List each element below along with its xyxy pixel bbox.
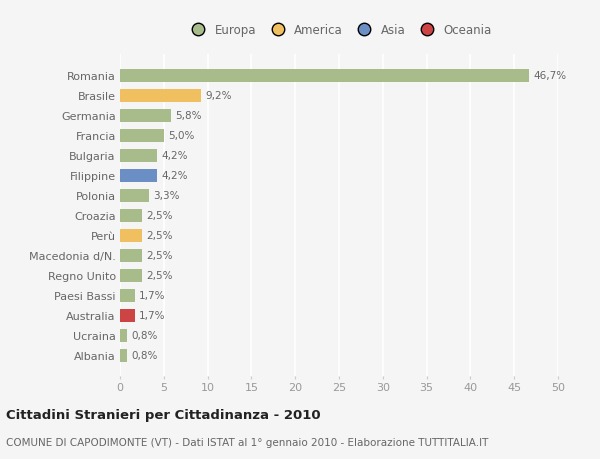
Text: 4,2%: 4,2% (161, 171, 188, 181)
Bar (120, 209, 142, 222)
Text: 5,0%: 5,0% (168, 131, 194, 141)
Text: 2,5%: 2,5% (146, 211, 173, 221)
Text: COMUNE DI CAPODIMONTE (VT) - Dati ISTAT al 1° gennaio 2010 - Elaborazione TUTTIT: COMUNE DI CAPODIMONTE (VT) - Dati ISTAT … (6, 437, 488, 447)
Bar (120, 150, 157, 162)
Text: 9,2%: 9,2% (205, 91, 232, 101)
Text: Cittadini Stranieri per Cittadinanza - 2010: Cittadini Stranieri per Cittadinanza - 2… (6, 408, 320, 421)
Bar (120, 309, 135, 322)
Legend: Europa, America, Asia, Oceania: Europa, America, Asia, Oceania (182, 19, 496, 42)
Bar (120, 289, 135, 302)
Bar (120, 90, 200, 102)
Bar (120, 329, 127, 342)
Text: 0,8%: 0,8% (131, 330, 158, 340)
Bar (120, 229, 142, 242)
Text: 2,5%: 2,5% (146, 251, 173, 261)
Bar (120, 189, 149, 202)
Text: 2,5%: 2,5% (146, 231, 173, 241)
Text: 5,8%: 5,8% (175, 111, 202, 121)
Text: 4,2%: 4,2% (161, 151, 188, 161)
Bar (120, 129, 164, 142)
Text: 1,7%: 1,7% (139, 291, 166, 301)
Text: 46,7%: 46,7% (533, 71, 566, 81)
Text: 2,5%: 2,5% (146, 270, 173, 280)
Text: 0,8%: 0,8% (131, 350, 158, 360)
Bar (120, 110, 171, 123)
Text: 1,7%: 1,7% (139, 310, 166, 320)
Bar (120, 249, 142, 262)
Text: 3,3%: 3,3% (153, 191, 180, 201)
Bar (120, 269, 142, 282)
Bar (120, 169, 157, 182)
Bar (120, 349, 127, 362)
Bar (120, 70, 529, 83)
